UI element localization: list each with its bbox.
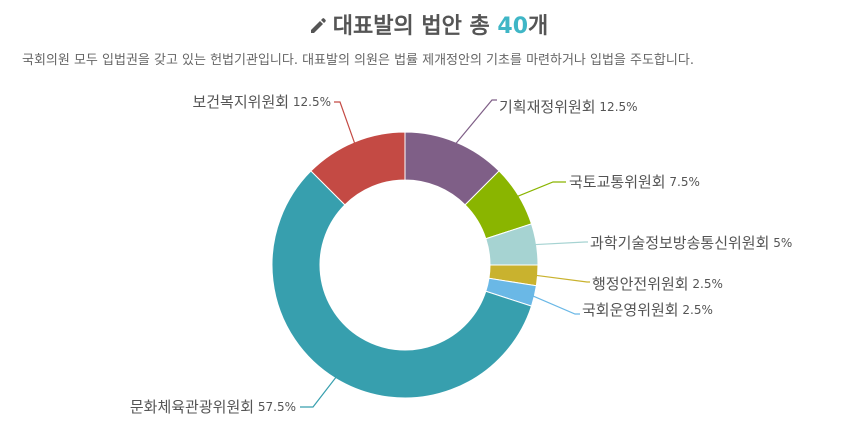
slice-label-1: 기획재정위원회 12.5%: [499, 98, 638, 116]
slice-name: 행정안전위원회: [592, 275, 689, 293]
slice-percent: 12.5%: [289, 95, 331, 109]
slice-name: 기획재정위원회: [499, 98, 596, 116]
slice-percent: 2.5%: [689, 277, 723, 291]
bill-count: 40: [497, 14, 529, 39]
slice-name: 국회운영위원회: [582, 301, 679, 319]
slice-7[interactable]: [310, 131, 406, 206]
slice-name: 과학기술정보방송통신위원회: [590, 234, 769, 252]
slice-percent: 12.5%: [596, 100, 638, 114]
slice-percent: 7.5%: [666, 175, 700, 189]
slice-percent: 5%: [769, 236, 792, 250]
leader-line-5: [531, 294, 580, 315]
slice-name: 보건복지위원회: [192, 93, 289, 111]
slice-label-7: 보건복지위원회 12.5%: [192, 93, 331, 111]
leader-line-7: [334, 101, 356, 146]
slice-name: 국토교통위원회: [569, 173, 666, 191]
leader-line-6: [300, 375, 338, 408]
slice-label-3: 과학기술정보방송통신위원회 5%: [590, 234, 792, 252]
slice-name: 문화체육관광위원회: [130, 398, 254, 416]
slice-percent: 2.5%: [679, 303, 713, 317]
page-title: 대표발의 법안 총 40개: [0, 8, 857, 41]
title-text: 대표발의 법안 총: [332, 14, 498, 39]
slice-label-5: 국회운영위원회 2.5%: [582, 301, 713, 319]
slice-percent: 57.5%: [254, 400, 296, 414]
title-suffix: 개: [528, 14, 549, 39]
slice-label-2: 국토교통위원회 7.5%: [569, 173, 700, 191]
slice-6[interactable]: [271, 170, 533, 399]
leader-line-3: [533, 241, 588, 246]
pencil-icon: [309, 16, 327, 41]
page-subtitle: 국회의원 모두 입법권을 갖고 있는 헌법기관입니다. 대표발의 의원은 법률 …: [22, 53, 694, 68]
slice-label-6: 문화체육관광위원회 57.5%: [130, 398, 296, 416]
leader-line-1: [454, 99, 497, 146]
leader-line-4: [534, 274, 590, 283]
leader-line-2: [515, 181, 566, 198]
slice-label-4: 행정안전위원회 2.5%: [592, 275, 723, 293]
